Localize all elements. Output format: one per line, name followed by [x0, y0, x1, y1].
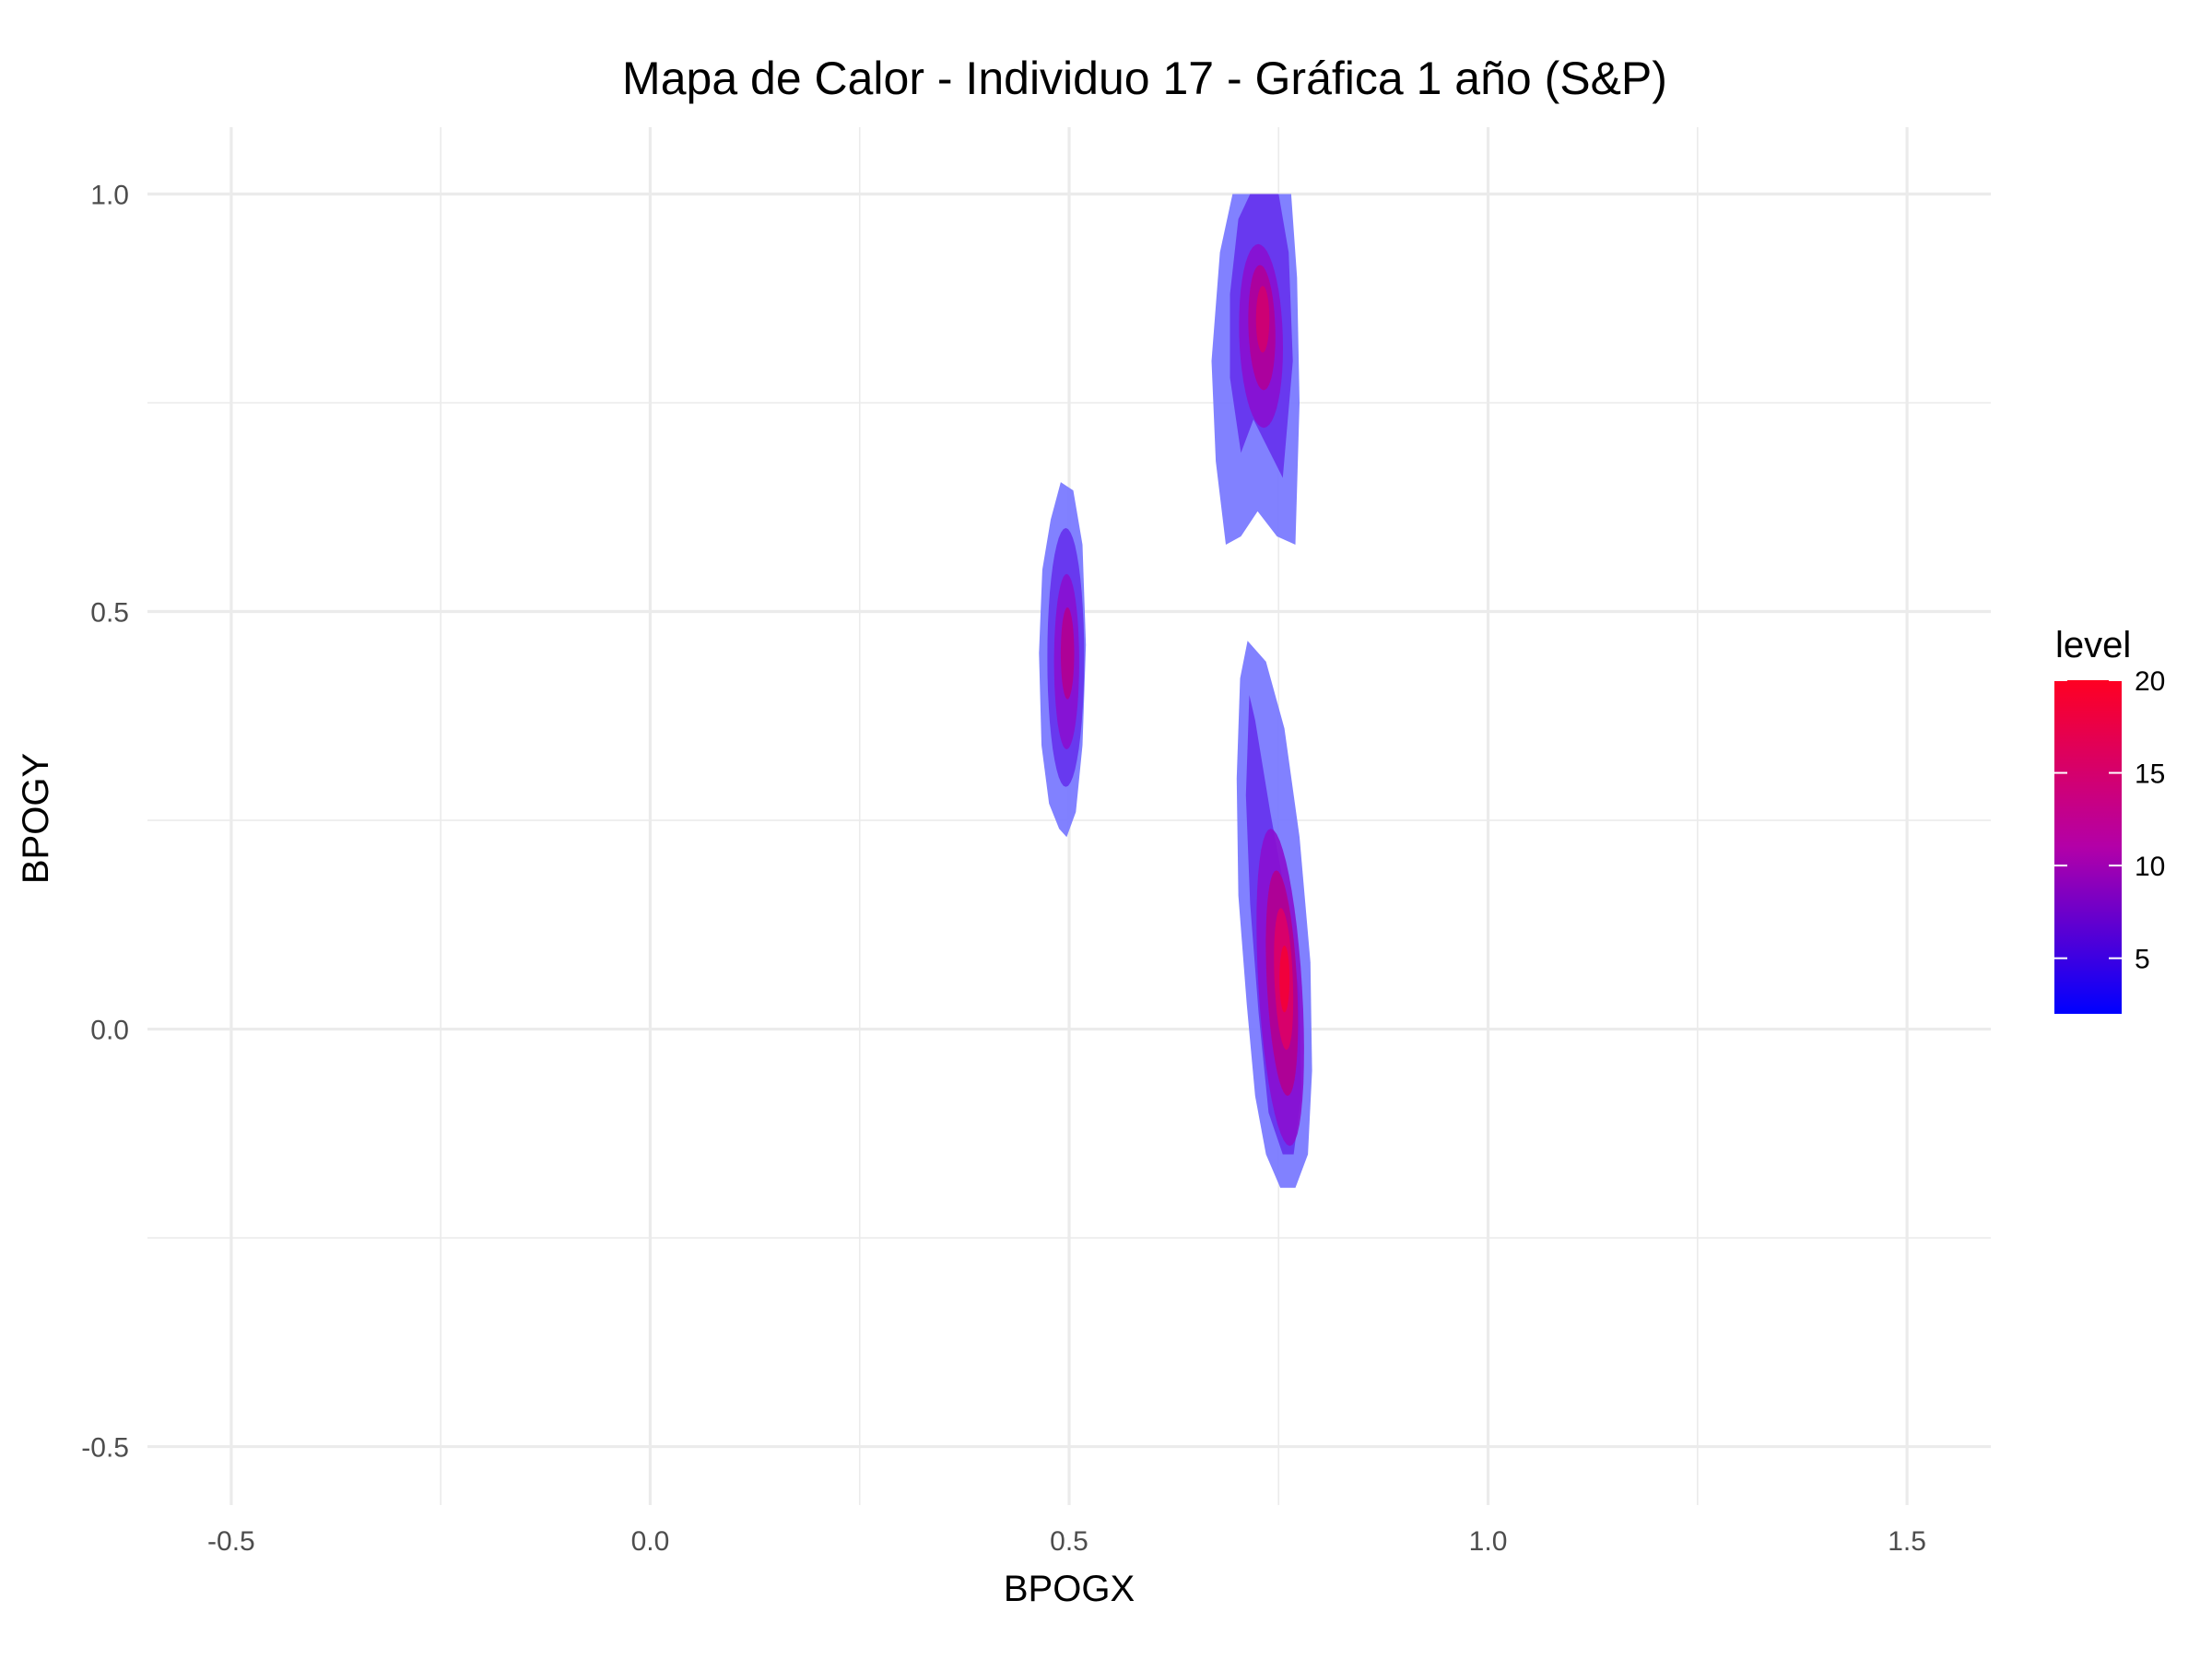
y-tick-label: -0.5: [81, 1433, 129, 1464]
x-tick-label: 1.0: [1469, 1526, 1508, 1557]
contour-lower-peak: [1279, 945, 1290, 1013]
y-tick-labels: -0.5 0.0 0.5 1.0: [81, 180, 129, 1463]
legend-tick-label: 15: [2135, 759, 2165, 790]
legend-tick-label: 5: [2135, 945, 2150, 975]
x-tick-label: 0.5: [1050, 1526, 1088, 1557]
x-tick-label: 1.5: [1888, 1526, 1926, 1557]
y-axis-title: BPOGY: [16, 753, 56, 884]
legend-colorbar: [2054, 680, 2122, 1014]
y-tick-label: 0.0: [90, 1016, 129, 1046]
x-tick-labels: -0.5 0.0 0.5 1.0 1.5: [207, 1526, 1926, 1557]
legend-tick-label: 10: [2135, 852, 2165, 882]
legend-ticks: 5 10 15 20: [2054, 666, 2165, 975]
legend-title: level: [2055, 625, 2131, 665]
legend-tick-label: 20: [2135, 666, 2165, 697]
chart-title: Mapa de Calor - Individuo 17 - Gráfica 1…: [622, 53, 1667, 104]
contour-upper-peak: [1255, 286, 1270, 353]
x-tick-label: 0.0: [631, 1526, 670, 1557]
density-contours: [1039, 194, 1312, 1188]
y-tick-label: 1.0: [90, 180, 129, 210]
color-legend: level 5 10 15 20: [2054, 625, 2165, 1014]
contour-middle-peak: [1060, 607, 1075, 700]
x-axis-title: BPOGX: [1004, 1569, 1135, 1609]
y-tick-label: 0.5: [90, 598, 129, 629]
x-tick-label: -0.5: [207, 1526, 255, 1557]
